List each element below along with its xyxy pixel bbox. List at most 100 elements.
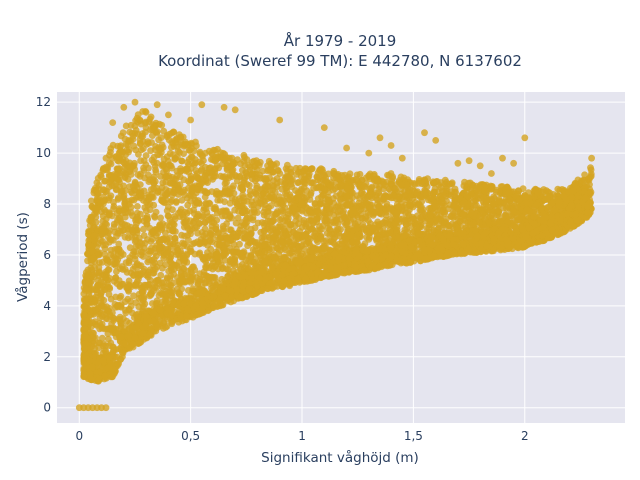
data-point (169, 206, 176, 214)
data-point (284, 214, 292, 222)
data-point (246, 182, 253, 189)
data-point (342, 199, 350, 207)
data-point (140, 225, 147, 233)
data-point (146, 292, 154, 300)
data-point (326, 226, 334, 234)
data-point (346, 170, 354, 178)
data-point (127, 121, 135, 129)
data-point (152, 168, 160, 176)
data-point (140, 157, 148, 165)
data-point (402, 221, 410, 229)
data-point (587, 164, 594, 172)
data-point (295, 179, 302, 186)
data-point (149, 176, 157, 184)
data-point (319, 209, 327, 216)
data-point (184, 225, 192, 233)
data-point (393, 201, 401, 208)
data-point (264, 183, 272, 190)
data-point (91, 345, 99, 352)
data-point (132, 311, 140, 319)
data-point (90, 223, 98, 231)
data-point (202, 149, 209, 157)
data-point (280, 226, 288, 233)
data-point (165, 212, 173, 220)
data-point (128, 129, 136, 137)
data-point (504, 203, 512, 211)
data-point (136, 140, 144, 148)
data-point (102, 163, 110, 171)
data-point (261, 240, 268, 248)
data-point (156, 221, 164, 228)
data-point (163, 238, 171, 246)
data-point (228, 255, 236, 262)
data-point (368, 183, 376, 191)
data-point (309, 219, 317, 227)
data-point (101, 177, 109, 185)
data-point (446, 180, 454, 188)
data-point (394, 234, 402, 242)
data-point (307, 189, 315, 197)
data-point (168, 197, 176, 204)
data-point (127, 223, 135, 231)
data-point (180, 242, 188, 250)
data-point (362, 201, 369, 209)
data-point (308, 165, 316, 173)
data-point (133, 209, 141, 217)
data-point (98, 324, 106, 332)
data-point (191, 161, 198, 168)
data-point (427, 211, 434, 219)
data-point (249, 216, 257, 224)
data-point (107, 160, 115, 168)
data-point (189, 219, 197, 227)
data-point (188, 140, 196, 148)
data-point (87, 323, 95, 331)
data-point (222, 175, 229, 183)
data-point (107, 295, 115, 303)
data-point (180, 176, 188, 184)
data-point (445, 222, 453, 230)
data-point (107, 246, 115, 254)
data-point (152, 119, 160, 127)
data-point (219, 225, 227, 233)
data-point (170, 266, 178, 273)
data-point (232, 233, 240, 241)
data-point (409, 215, 417, 223)
data-point (95, 181, 103, 189)
data-point (421, 176, 429, 184)
data-point (100, 197, 108, 205)
data-point (168, 139, 176, 146)
data-point (454, 215, 462, 223)
data-point (126, 159, 134, 167)
data-point (127, 302, 135, 310)
data-point (176, 181, 184, 189)
data-point (307, 225, 315, 233)
data-point (211, 165, 219, 173)
data-point (372, 194, 380, 202)
data-point (251, 258, 258, 266)
data-point (115, 240, 123, 248)
data-point (131, 263, 139, 270)
data-point (129, 182, 137, 190)
data-point (211, 262, 219, 270)
data-point (476, 219, 483, 227)
data-point (257, 228, 265, 236)
scatter-points (75, 98, 595, 412)
data-point (286, 165, 294, 173)
data-point (99, 218, 107, 225)
data-point (438, 199, 445, 206)
data-point (495, 207, 502, 215)
data-point (284, 173, 291, 181)
data-point (196, 275, 204, 283)
data-point (201, 193, 209, 201)
data-point (215, 241, 223, 249)
data-point (132, 280, 140, 288)
data-point (256, 158, 264, 166)
data-point (254, 203, 262, 211)
data-point (122, 309, 130, 317)
data-point (119, 149, 126, 157)
data-point (183, 216, 190, 224)
data-point (201, 218, 209, 226)
data-point (117, 224, 125, 231)
data-point (84, 257, 91, 265)
data-point (151, 259, 158, 267)
